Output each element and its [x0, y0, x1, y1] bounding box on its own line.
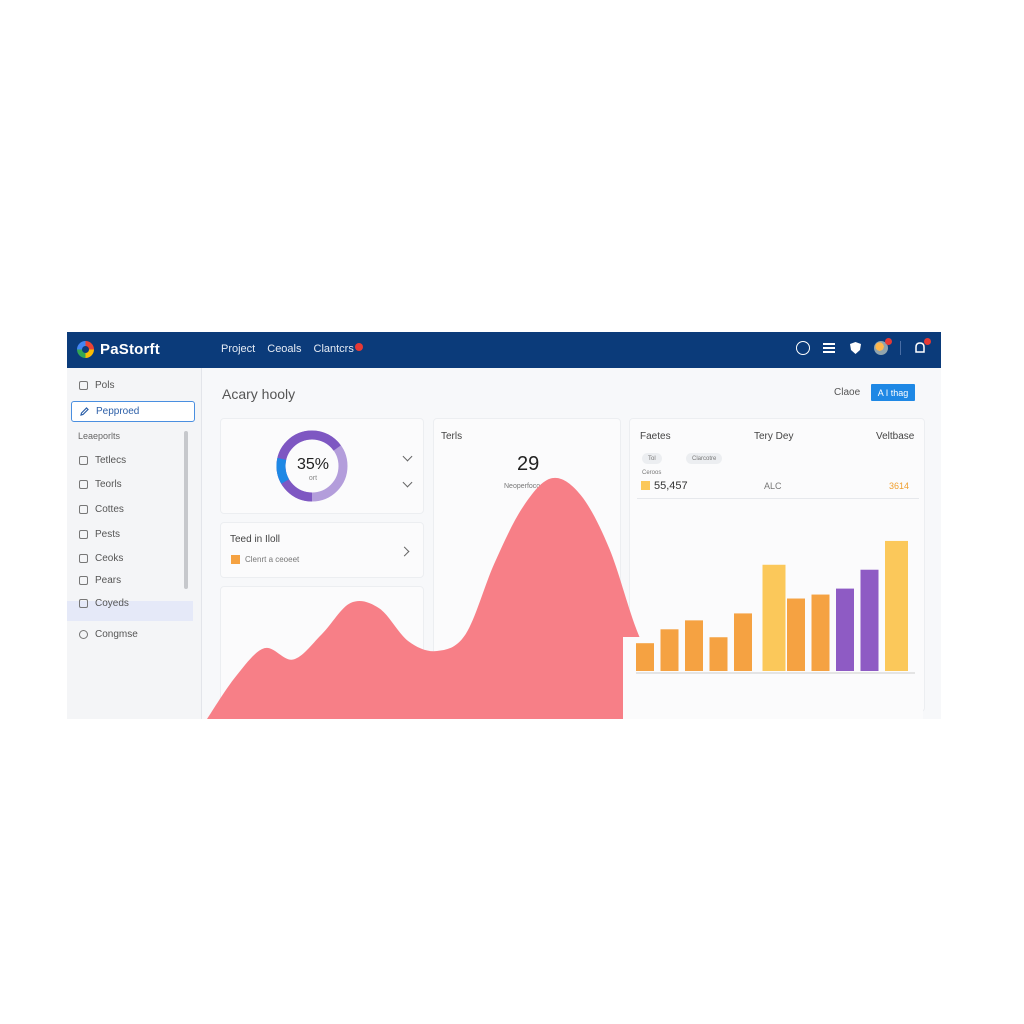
sidebar-item-label: Pepproed: [96, 406, 140, 417]
list-icon[interactable]: [822, 341, 836, 355]
bar-2: [660, 629, 679, 671]
row1-mid: ALC: [764, 481, 782, 491]
legend-swatch: [231, 555, 240, 564]
top-icons: [796, 338, 931, 355]
shield-icon[interactable]: [848, 341, 862, 355]
bar-4: [709, 637, 728, 671]
divider: [900, 341, 901, 355]
bar-9: [836, 588, 854, 671]
area-series: [207, 477, 667, 719]
top-nav: Project Ceoals Clantcrs: [221, 343, 363, 355]
sidebar-item-highlight: [67, 601, 193, 621]
sidebar-item-pols[interactable]: Pols: [79, 380, 114, 391]
page-title: Acary hooly: [222, 386, 296, 402]
tasks-card-legend: Clenrt a ceoeet: [245, 555, 300, 564]
nav-project[interactable]: Project: [221, 343, 256, 355]
row1-right: 3614: [889, 481, 910, 491]
sidebar-item-label: Coyeds: [95, 598, 129, 609]
settings-icon: [79, 630, 88, 639]
sidebar-item-label: Ceoks: [95, 553, 124, 564]
link-icon: [79, 530, 88, 539]
pencil-icon: [80, 407, 89, 416]
row-divider: [637, 498, 919, 499]
close-button[interactable]: Claoe: [834, 387, 861, 398]
sidebar-item-cottes[interactable]: Cottes: [79, 504, 124, 515]
sidebar-item-label: Pols: [95, 380, 115, 391]
nav-clantcrs[interactable]: Clantcrs: [314, 343, 363, 355]
brand[interactable]: PaStorft: [77, 341, 160, 358]
bell-badge: [924, 338, 931, 345]
sidebar-item-pests[interactable]: Pests: [79, 529, 120, 540]
doc-icon: [79, 456, 88, 465]
bar-8: [811, 594, 830, 671]
terms-card-title: Terls: [441, 431, 463, 442]
filter-chip[interactable]: Clarcotre: [686, 453, 723, 464]
nav-ceoals[interactable]: Ceoals: [267, 343, 302, 355]
sidebar-item-label: Congmse: [95, 629, 138, 640]
sidebar-item-teorls[interactable]: Teorls: [79, 479, 122, 490]
bar-6: [762, 564, 786, 671]
sidebar-item-label: Pests: [95, 529, 121, 540]
avatar-badge: [885, 338, 892, 345]
terms-card-sub: Neoperfocod: [504, 483, 545, 490]
grid-icon: [79, 381, 88, 390]
sidebar-item-ceoks[interactable]: Ceoks: [79, 553, 123, 564]
sidebar-item-pears[interactable]: Pears: [79, 575, 121, 586]
app-window: PaStorft Project Ceoals Clantcrs: [67, 332, 941, 719]
avatar-icon[interactable]: [874, 338, 892, 355]
top-bar: PaStorft Project Ceoals Clantcrs: [67, 332, 941, 368]
sidebar-item-label: Tetlecs: [95, 455, 127, 466]
table-col2-header: Tery Dey: [754, 431, 794, 442]
donut-sub: ort: [308, 475, 318, 482]
clock-icon[interactable]: [796, 341, 810, 355]
bar-5: [734, 613, 752, 671]
row1-swatch: [641, 481, 650, 490]
book-icon: [79, 480, 88, 489]
donut-percent: 35%: [296, 456, 330, 473]
sidebar-item-label: Pears: [95, 575, 122, 586]
bar-1: [636, 643, 654, 671]
brand-logo-icon: [77, 341, 94, 358]
folder-icon: [79, 505, 88, 514]
sidebar-item-active[interactable]: Pepproed: [71, 401, 195, 422]
primary-action-button[interactable]: A I thag: [871, 384, 915, 401]
sidebar-item-label: Teorls: [95, 479, 122, 490]
users-icon: [79, 554, 88, 563]
square-icon: [79, 576, 88, 585]
bar-10: [860, 569, 879, 671]
filter-chip[interactable]: Tol: [642, 453, 662, 464]
bell-icon[interactable]: [913, 338, 931, 355]
notification-badge: [354, 343, 363, 351]
app-name: PaStorft: [100, 341, 160, 358]
tasks-card-title: Teed in Iloll: [230, 534, 281, 545]
sidebar-scrollbar[interactable]: [184, 431, 188, 589]
table-col3-header: Veltbase: [876, 431, 915, 442]
lock-icon: [79, 599, 88, 608]
terms-card-value: 29: [517, 453, 540, 475]
sidebar: Pols Pepproed Leaeporlts Tetlecs Teorls …: [67, 368, 202, 719]
bar-7: [787, 598, 805, 671]
bar-3: [685, 620, 703, 671]
charts-layer: [207, 477, 923, 719]
sidebar-section-title: Leaeporlts: [78, 431, 121, 441]
sidebar-item-label: Cottes: [95, 504, 124, 515]
nav-clantcrs-label: Clantcrs: [313, 343, 354, 355]
row1-label: Ceroos: [642, 470, 662, 476]
sidebar-item-coyeds[interactable]: Coyeds: [79, 598, 129, 609]
table-col1-header: Faetes: [640, 431, 671, 442]
sidebar-item-congmse[interactable]: Congmse: [79, 629, 138, 640]
tasks-card[interactable]: [220, 522, 424, 578]
sidebar-item-tetlecs[interactable]: Tetlecs: [79, 455, 126, 466]
row1-value: 55,457: [654, 480, 688, 492]
bar-11: [885, 540, 908, 671]
